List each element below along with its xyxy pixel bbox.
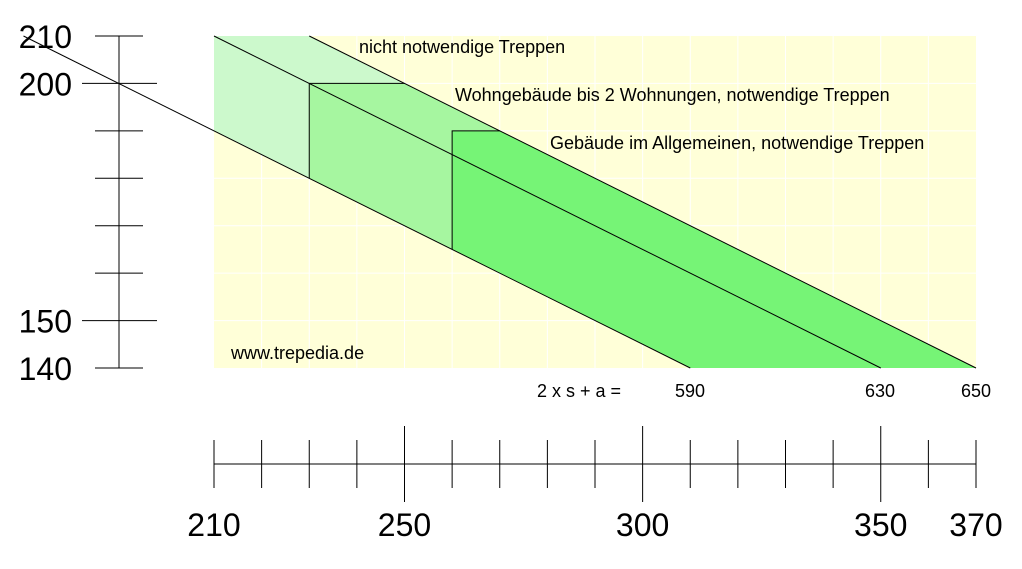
formula-label: 2 x s + a =	[537, 381, 621, 401]
sum-label-650: 650	[961, 381, 991, 401]
x-axis: 210 250 300 350 370	[187, 426, 1003, 543]
y-tick-label-210: 210	[19, 19, 72, 55]
y-tick-label-200: 200	[19, 66, 72, 102]
x-tick-label-250: 250	[378, 507, 431, 543]
region-step-1	[308, 82, 405, 179]
region-label-nicht-notwendig: nicht notwendige Treppen	[359, 37, 565, 57]
sum-label-590: 590	[675, 381, 705, 401]
x-tick-label-350: 350	[854, 507, 907, 543]
sum-line-650	[309, 35, 977, 369]
sum-line-590	[23, 35, 691, 369]
y-axis: 210 200 150 140	[19, 19, 157, 387]
regions	[214, 36, 976, 368]
x-tick-label-210: 210	[187, 507, 240, 543]
region-steps	[308, 82, 500, 250]
x-tick-label-300: 300	[616, 507, 669, 543]
region-label-gebaeude-allgemein: Gebäude im Allgemeinen, notwendige Trepp…	[550, 133, 924, 153]
sum-line-630	[213, 35, 881, 369]
region-label-wohngebaeude: Wohngebäude bis 2 Wohnungen, notwendige …	[455, 85, 890, 105]
y-tick-label-140: 140	[19, 351, 72, 387]
sum-label-630: 630	[865, 381, 895, 401]
region-fill-2	[452, 130, 976, 368]
watermark: www.trepedia.de	[230, 343, 364, 363]
sum-lines	[23, 35, 977, 369]
y-tick-label-150: 150	[19, 304, 72, 340]
region-step-2	[451, 130, 500, 250]
x-tick-label-370: 370	[949, 507, 1002, 543]
